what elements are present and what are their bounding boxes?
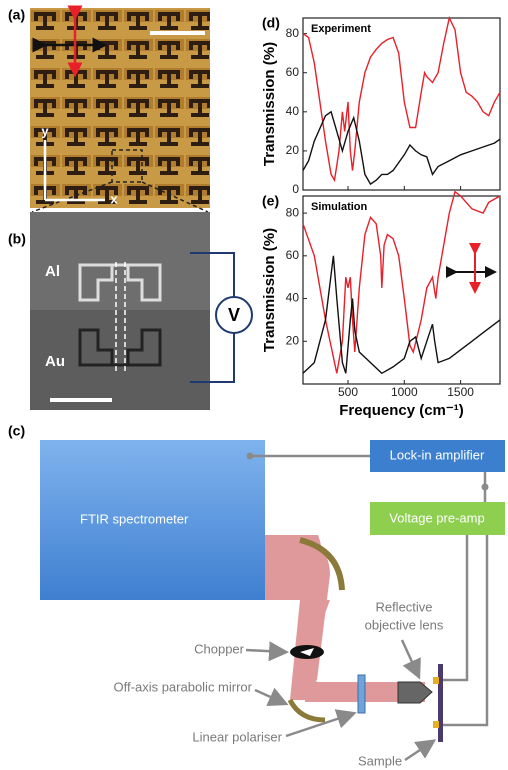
y-tick-label: 80 bbox=[286, 26, 300, 40]
parabolic-mirror bbox=[290, 700, 325, 720]
annotation: Experiment bbox=[311, 23, 371, 35]
contact bbox=[433, 721, 439, 728]
component-label: objective lens bbox=[365, 617, 444, 632]
y-tick-label: 60 bbox=[286, 65, 300, 79]
micrograph bbox=[30, 8, 210, 208]
box-label: FTIR spectrometer bbox=[80, 511, 189, 526]
component-label: Linear polariser bbox=[192, 729, 282, 744]
box-label: Lock-in amplifier bbox=[390, 447, 485, 462]
axis-name: x bbox=[110, 191, 118, 206]
junction bbox=[247, 453, 254, 460]
plot-frame bbox=[303, 18, 500, 190]
component-label: Sample bbox=[358, 753, 402, 768]
y-tick-label: 20 bbox=[286, 333, 300, 347]
junction bbox=[482, 484, 489, 491]
y-tick-label: 80 bbox=[286, 205, 300, 219]
y-axis-label: Transmission (%) bbox=[261, 42, 278, 166]
x-tick-label: 1500 bbox=[447, 385, 474, 399]
voltmeter-label: V bbox=[228, 305, 240, 325]
panel-label: (d) bbox=[262, 15, 280, 31]
box-label: Voltage pre-amp bbox=[389, 510, 484, 525]
objective bbox=[398, 682, 432, 703]
component-label: Chopper bbox=[194, 641, 245, 656]
figure: (a) y x (b) Al Au V 0 20 40 60 80 (d) Experime… bbox=[0, 0, 508, 770]
panel-label: (e) bbox=[262, 193, 279, 209]
annotation: Simulation bbox=[311, 201, 368, 213]
x-tick-label: 1000 bbox=[391, 385, 418, 399]
x-axis-label: Frequency (cm⁻¹) bbox=[339, 402, 464, 419]
data-line bbox=[303, 192, 500, 374]
sem-image bbox=[30, 212, 210, 310]
material-label: Al bbox=[45, 263, 60, 280]
y-tick-label: 40 bbox=[286, 291, 300, 305]
x-tick-label: 500 bbox=[338, 385, 358, 399]
y-axis-label: Transmission (%) bbox=[261, 228, 278, 352]
axis-name: y bbox=[41, 123, 49, 138]
y-tick-label: 40 bbox=[286, 104, 300, 118]
charts: 0 20 40 60 80 (d) Experiment Transmission (%) 20… bbox=[261, 15, 500, 419]
panel-label: (b) bbox=[8, 231, 26, 247]
component-label: Reflective bbox=[375, 599, 432, 614]
y-tick-label: 60 bbox=[286, 248, 300, 262]
material-label: Au bbox=[45, 353, 65, 370]
component-label: Off-axis parabolic mirror bbox=[114, 679, 253, 694]
sample bbox=[438, 664, 443, 742]
polariser bbox=[358, 675, 365, 713]
panel-label: (c) bbox=[8, 423, 25, 439]
contact bbox=[433, 677, 439, 684]
y-tick-label: 20 bbox=[286, 143, 300, 157]
data-line bbox=[303, 18, 500, 180]
data-line bbox=[303, 112, 500, 184]
panel-label: (a) bbox=[8, 7, 25, 23]
y-tick-label: 0 bbox=[292, 182, 299, 196]
